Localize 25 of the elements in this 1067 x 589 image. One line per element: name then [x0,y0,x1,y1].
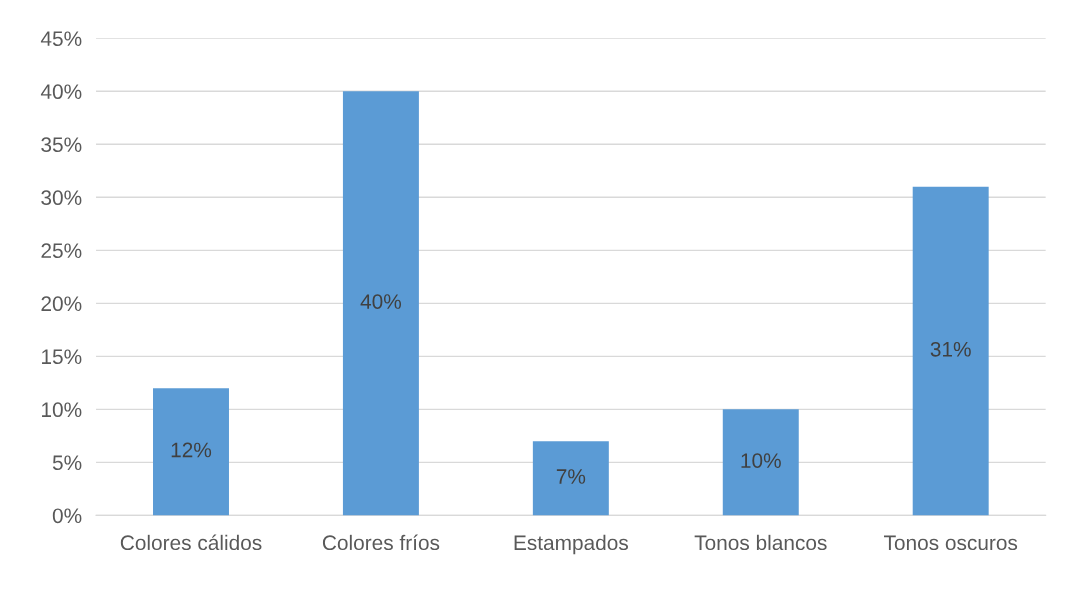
bar [153,388,229,516]
data-label: 12% [171,442,212,458]
data-label: 40% [360,294,402,309]
y-tick-label: 10% [42,402,82,418]
data-label: 10% [741,453,781,468]
x-tick-label: Estampados [514,534,628,555]
bar [342,91,419,516]
y-tick-label: 45% [40,31,82,47]
bar [912,186,989,516]
bar [532,441,609,516]
y-tick-label: 0% [52,508,82,524]
y-tick-label: 40% [40,84,82,100]
y-tick-label: 35% [41,137,82,153]
y-tick-label: 15% [42,349,82,365]
x-tick-label: Colores cálidos [120,534,262,551]
y-tick-label: 5% [52,455,82,471]
data-label: 7% [556,469,586,484]
y-tick-label: 25% [41,243,82,259]
x-tick-label: Colores fríos [322,534,440,551]
x-tick-label: Tonos blancos [694,534,827,551]
y-tick-label: 20% [41,296,82,312]
data-label: 31% [930,341,971,357]
x-tick-label: Tonos oscuros [884,535,1018,551]
bar [722,409,799,516]
y-tick-label: 30% [41,190,82,206]
